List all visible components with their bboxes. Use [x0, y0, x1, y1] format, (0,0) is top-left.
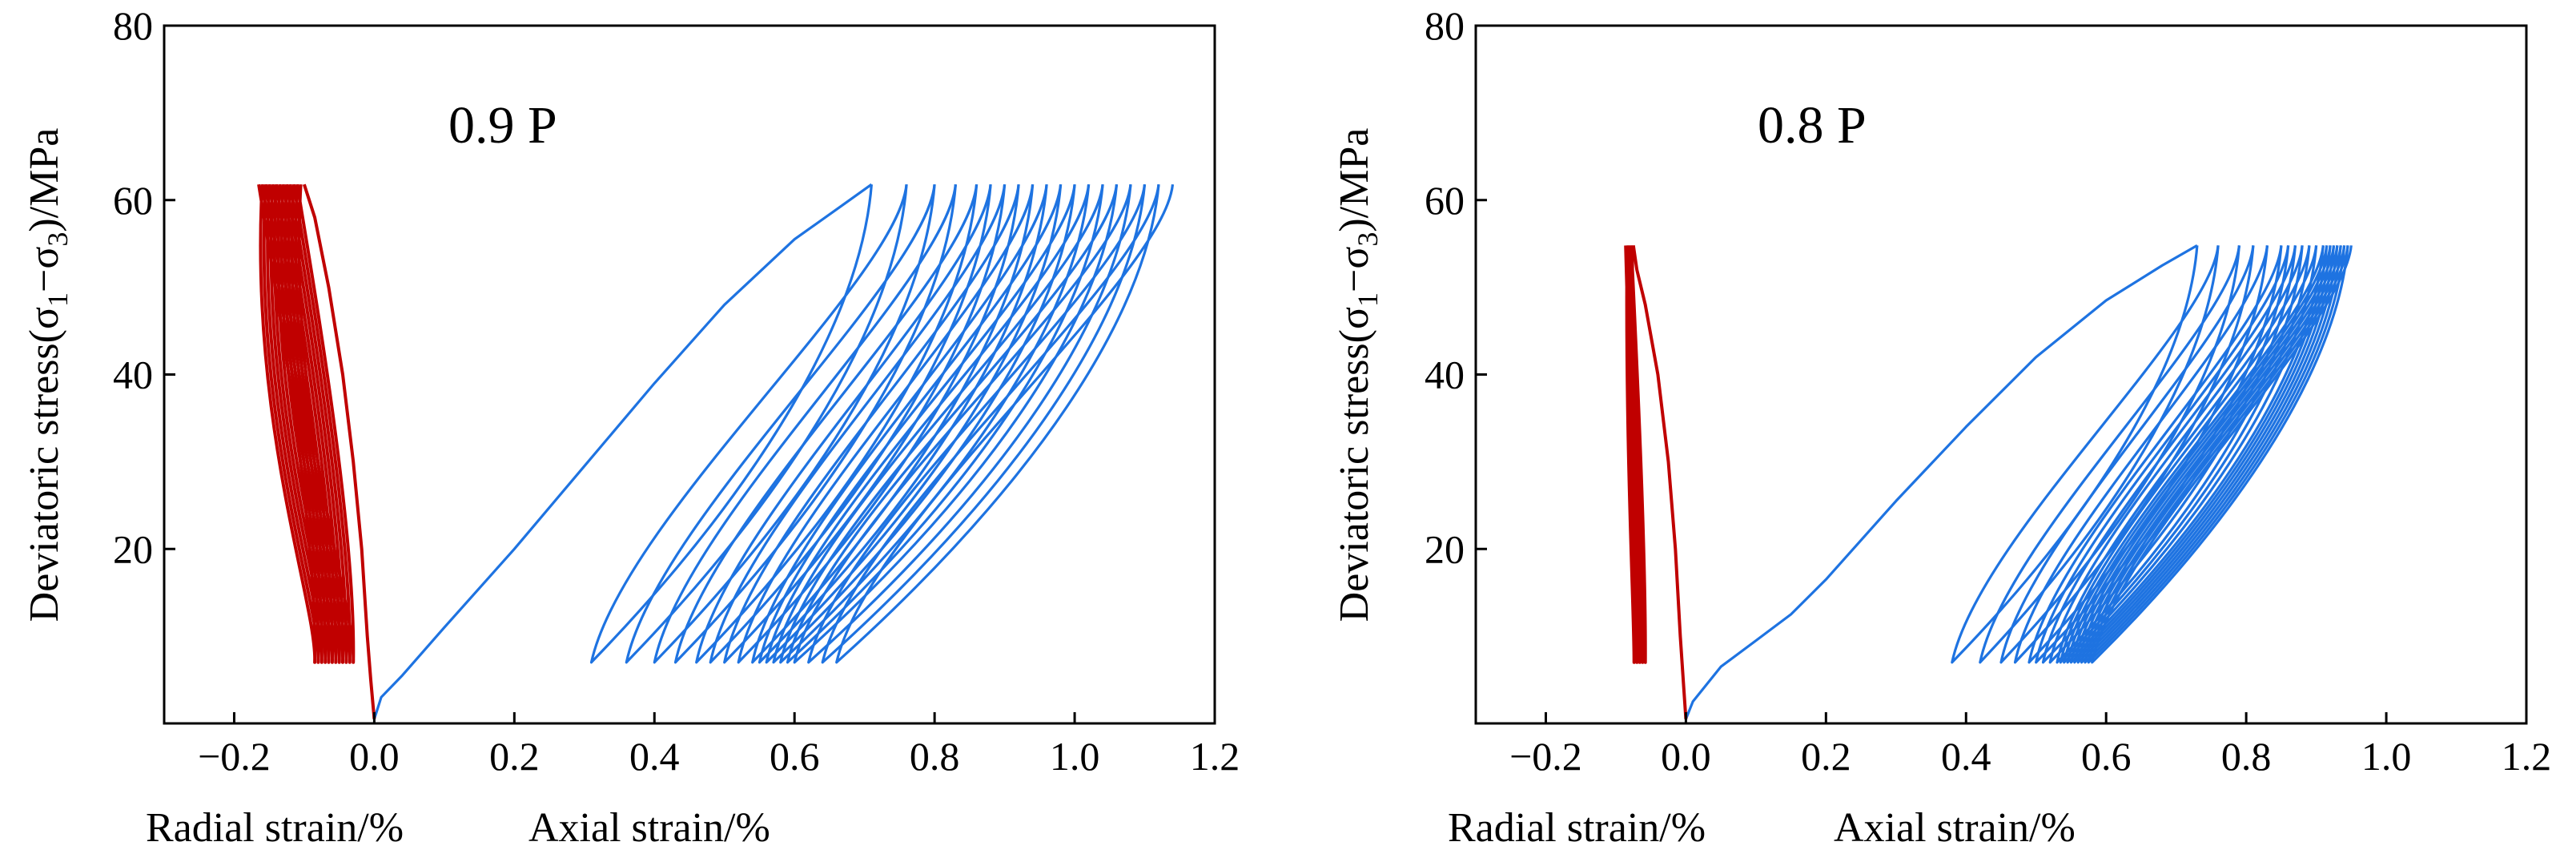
- x-tick-label: 1.0: [2361, 734, 2412, 779]
- axial-strain-hysteresis-loop: [2091, 245, 2353, 664]
- x-tick-label: −0.2: [198, 734, 271, 779]
- radial-strain-hysteresis-loop: [263, 183, 324, 664]
- axial-strain-hysteresis-loop: [765, 184, 1076, 664]
- x-tick-label: 0.0: [1661, 734, 1711, 779]
- x-tick-label: 0.8: [2221, 734, 2272, 779]
- y-tick-label: 80: [113, 3, 153, 48]
- radial-strain-hysteresis-loop: [1624, 245, 1636, 664]
- x-tick-label: 0.6: [2081, 734, 2132, 779]
- axial-strain-hysteresis-loop: [2084, 245, 2346, 664]
- y-tick-label: 80: [1425, 3, 1465, 48]
- axial-strain-hysteresis-loop: [737, 184, 1035, 664]
- y-tick-label: 40: [113, 352, 153, 397]
- axial-strain-hysteresis-loop: [2066, 245, 2329, 664]
- axial-strain-hysteresis-loop: [786, 184, 1119, 664]
- x-tick-label: 0.4: [1941, 734, 1991, 779]
- axial-strain-hysteresis-loop: [2035, 245, 2290, 664]
- x-tick-label: −0.2: [1509, 734, 1582, 779]
- plot-data-right: [1624, 244, 2353, 720]
- axial-strain-hysteresis-loop: [2059, 245, 2318, 664]
- x-tick-label: 0.4: [629, 734, 680, 779]
- x-tick-label: 1.2: [1190, 734, 1240, 779]
- radial-strain-hysteresis-loop: [260, 183, 320, 664]
- axial-strain-hysteresis-loop: [2027, 245, 2283, 664]
- axial-strain-hysteresis-loop: [835, 184, 1175, 664]
- y-tick-label: 40: [1425, 352, 1465, 397]
- axial-strain-hysteresis-loop: [2073, 245, 2336, 664]
- y-tick-label: 60: [113, 178, 153, 223]
- x-tick-label: 0.0: [349, 734, 400, 779]
- axial-strain-hysteresis-loop: [2069, 245, 2332, 664]
- x-tick-label: 0.8: [910, 734, 960, 779]
- x-axis-title-axial-right: Axial strain/%: [1834, 805, 2076, 851]
- axial-strain-hysteresis-loop: [2041, 245, 2297, 664]
- x-tick-label: 1.0: [1050, 734, 1100, 779]
- radial-strain-hysteresis-loop: [274, 183, 335, 664]
- x-tick-label: 0.2: [489, 734, 540, 779]
- x-axis-title-axial-left: Axial strain/%: [528, 805, 770, 851]
- axial-strain-hysteresis-loop: [2087, 245, 2349, 664]
- y-tick-label: 20: [113, 526, 153, 571]
- ticks-right: −0.2 0.0 0.2 0.4 0.6 0.8 1.0 1.2 20 40 60 80: [1425, 3, 2551, 779]
- y-tick-label: 60: [1425, 178, 1465, 223]
- axial-strain-hysteresis-loop: [2048, 245, 2304, 664]
- x-tick-label: 0.2: [1801, 734, 1851, 779]
- y-axis-title-right: Deviatoric stress(σ1−σ3)/MPa: [1332, 128, 1384, 622]
- axial-strain-hysteresis-loop: [589, 184, 908, 664]
- axial-strain-loading-curve: [372, 183, 873, 720]
- axial-strain-hysteresis-loop: [723, 184, 1020, 664]
- y-axis-title-left: Deviatoric stress(σ1−σ3)/MPa: [22, 128, 74, 622]
- axial-strain-hysteresis-loop: [793, 184, 1132, 664]
- radial-strain-loading-curve: [1631, 245, 1688, 719]
- axial-strain-hysteresis-loop: [2063, 245, 2325, 664]
- plot-data-left: [257, 183, 1175, 720]
- radial-strain-hysteresis-loop: [267, 183, 328, 664]
- load-level-annotation-left: 0.9 P: [448, 96, 557, 155]
- y-tick-label: 20: [1425, 526, 1465, 571]
- ticks-left: −0.2 0.0 0.2 0.4 0.6 0.8 1.0 1.2 20 40 60 80: [113, 3, 1240, 779]
- axial-strain-hysteresis-loop: [673, 184, 979, 664]
- axial-strain-hysteresis-loop: [625, 184, 936, 664]
- radial-strain-loading-curve: [302, 183, 376, 719]
- x-axis-title-radial-right: Radial strain/%: [1448, 805, 1706, 851]
- axial-strain-hysteresis-loop: [2056, 245, 2311, 664]
- radial-strain-hysteresis-loop: [257, 183, 317, 664]
- axial-strain-hysteresis-loop: [821, 184, 1160, 664]
- axial-strain-hysteresis-loop: [807, 184, 1147, 664]
- axial-strain-hysteresis-loop: [2080, 245, 2342, 664]
- x-tick-label: 0.6: [770, 734, 820, 779]
- axial-strain-loading-curve: [1684, 244, 2198, 720]
- x-tick-label: 1.2: [2502, 734, 2552, 779]
- x-axis-title-radial-left: Radial strain/%: [146, 805, 404, 851]
- load-level-annotation-right: 0.8 P: [1758, 96, 1867, 155]
- radial-strain-hysteresis-loop: [271, 183, 331, 664]
- axial-strain-hysteresis-loop: [2076, 245, 2339, 664]
- axial-strain-hysteresis-loop: [1951, 245, 2220, 664]
